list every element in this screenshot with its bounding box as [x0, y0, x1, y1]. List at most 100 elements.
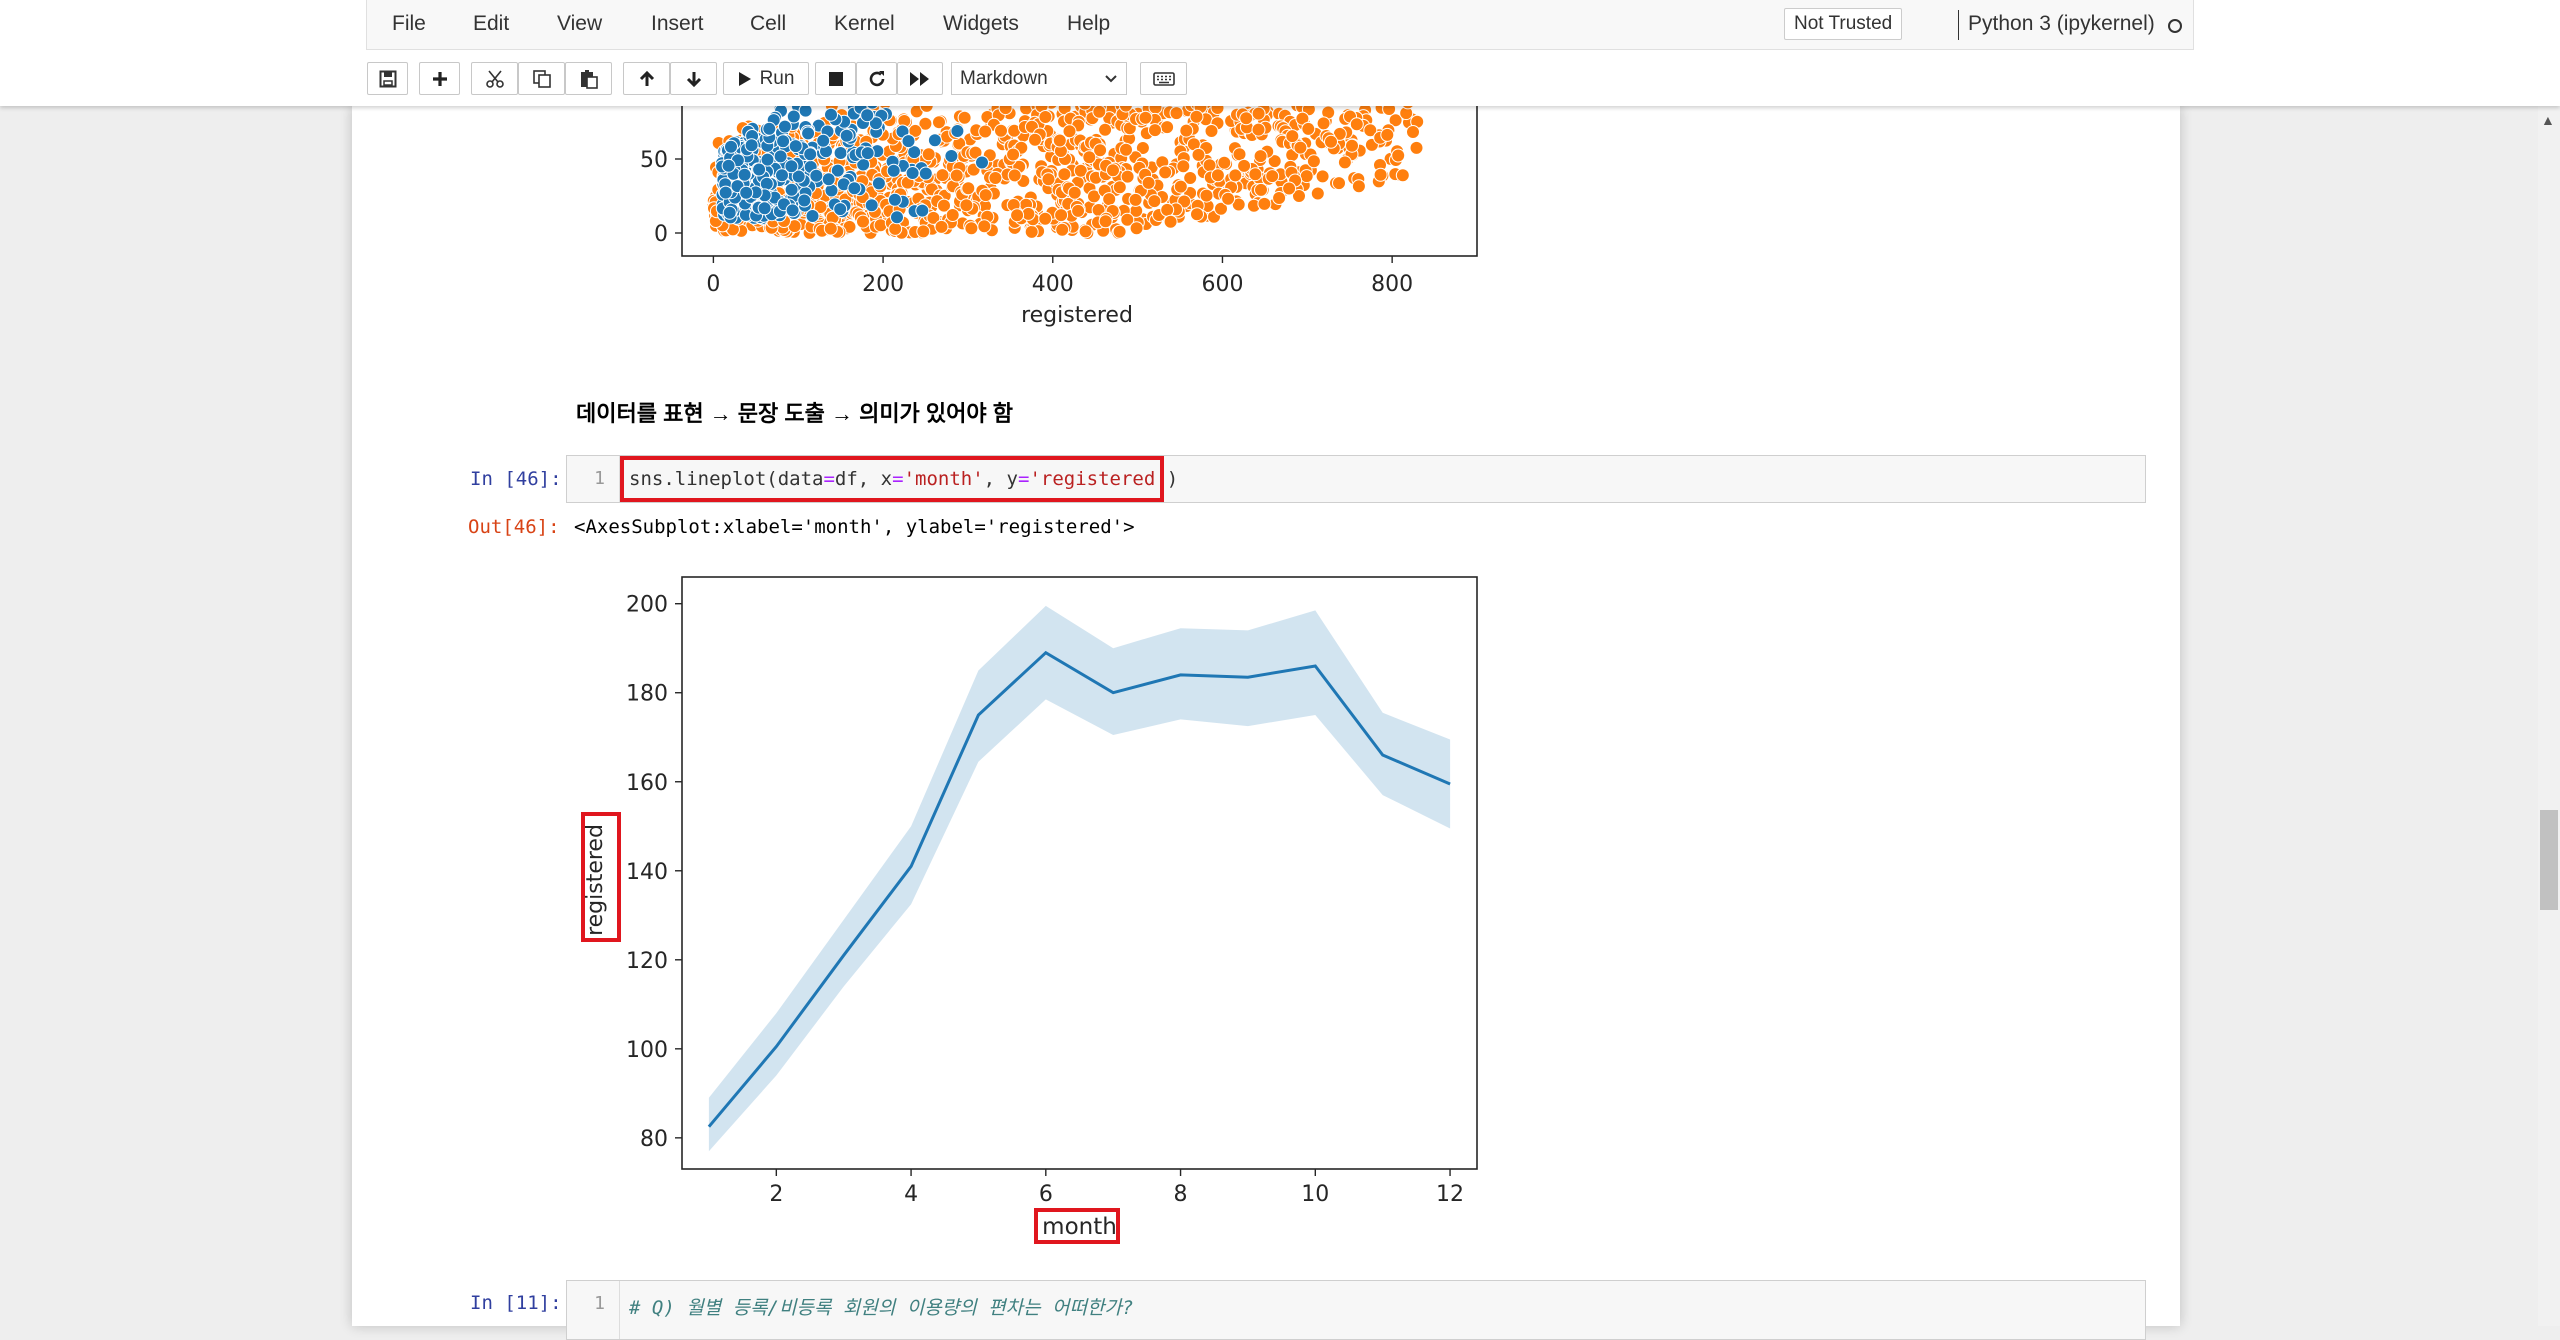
- scatter-point: [1191, 147, 1206, 162]
- scatter-point: [1148, 123, 1162, 138]
- scatter-point: [1163, 214, 1178, 229]
- scrollbar-thumb[interactable]: [2540, 810, 2558, 910]
- xlabel-highlight-box: [1034, 1208, 1120, 1244]
- scroll-up-icon[interactable]: ▲: [2541, 112, 2555, 128]
- scatter-point: [1231, 197, 1246, 212]
- scatter-point: [978, 188, 993, 203]
- scatter-point: [1098, 214, 1113, 229]
- scatter-point: [1179, 123, 1194, 138]
- scatter-point: [1204, 124, 1219, 138]
- scatter-point: [1071, 203, 1086, 218]
- scatter-point: [1292, 189, 1306, 203]
- scatter-point: [1006, 147, 1021, 162]
- scatter-point: [978, 124, 993, 139]
- move-up-button[interactable]: [623, 62, 670, 95]
- scatter-point: [977, 219, 992, 234]
- restart-run-all-button[interactable]: [897, 62, 943, 95]
- y-tick-label: 50: [640, 148, 668, 173]
- save-button[interactable]: [367, 62, 408, 95]
- scatter-point: [873, 218, 888, 233]
- scatter-point: [816, 133, 831, 148]
- scatter-point: [886, 163, 901, 178]
- y-tick-label: 80: [640, 1127, 668, 1152]
- scatter-point: [959, 198, 974, 213]
- scatter-point: [757, 201, 772, 216]
- menu-file[interactable]: File: [392, 12, 426, 35]
- x-tick-label: 400: [1032, 272, 1074, 297]
- line-gutter: 1: [567, 1281, 620, 1339]
- scatter-point: [860, 146, 875, 161]
- paste-button[interactable]: [565, 62, 612, 95]
- menu-cell[interactable]: Cell: [750, 12, 787, 35]
- scatter-point: [1119, 142, 1133, 157]
- scatter-point: [1173, 179, 1188, 194]
- run-icon: [738, 71, 751, 86]
- scatter-point: [752, 162, 767, 177]
- menu-help[interactable]: Help: [1067, 12, 1111, 35]
- interrupt-button[interactable]: [815, 62, 856, 95]
- code-input-area[interactable]: 1 # Q) 월별 등록/비등록 회원의 이용량의 편차는 어떠한가?: [566, 1280, 2146, 1340]
- x-tick-label: 2: [769, 1182, 783, 1207]
- scatter-point: [1401, 106, 1414, 110]
- scatter-point: [1106, 163, 1120, 178]
- scatter-point: [773, 149, 788, 164]
- scatter-point: [1237, 158, 1252, 173]
- copy-button[interactable]: [518, 62, 565, 95]
- scatter-point: [1409, 140, 1424, 155]
- scatter-point: [788, 139, 803, 154]
- add-cell-button[interactable]: [419, 62, 460, 95]
- scatter-point: [801, 126, 816, 141]
- scatter-point: [1055, 222, 1070, 237]
- move-down-button[interactable]: [670, 62, 717, 95]
- scatter-point: [1239, 111, 1254, 126]
- scatter-point: [1078, 224, 1093, 239]
- kernel-name[interactable]: Python 3 (ipykernel): [1968, 12, 2155, 35]
- x-tick-label: 6: [1039, 1182, 1053, 1207]
- scatter-point: [919, 106, 934, 113]
- notebook-container: [352, 106, 2180, 1326]
- markdown-text: 데이터를 표현 → 문장 도출 → 의미가 있어야 함: [576, 401, 1013, 426]
- scatter-point: [888, 221, 903, 236]
- code-highlight-box: [620, 456, 1164, 502]
- scatter-point: [944, 149, 959, 163]
- scatter-point: [1251, 122, 1266, 137]
- scatter-point: [1067, 185, 1082, 200]
- scatter-point: [1112, 224, 1127, 239]
- cell-type-select[interactable]: Markdown: [951, 62, 1127, 95]
- scrollbar[interactable]: [2538, 106, 2560, 1326]
- scatter-point: [1267, 154, 1282, 169]
- x-axis-label: month: [1042, 1214, 1117, 1240]
- ylabel-highlight-box: [581, 812, 621, 942]
- scatter-point: [1345, 138, 1359, 153]
- run-button[interactable]: Run: [723, 62, 809, 95]
- trust-indicator[interactable]: Not Trusted: [1784, 8, 1903, 40]
- scatter-point: [964, 221, 979, 236]
- x-tick-label: 8: [1174, 1182, 1188, 1207]
- scatter-point: [1221, 191, 1236, 206]
- scatter-point: [798, 106, 813, 118]
- scatter-point: [1315, 169, 1330, 184]
- scatter-point: [1351, 179, 1366, 194]
- scatter-point: [830, 163, 845, 178]
- menu-edit[interactable]: Edit: [473, 12, 510, 35]
- scatter-point: [935, 168, 950, 183]
- menu-kernel[interactable]: Kernel: [834, 12, 895, 35]
- scatter-point: [1160, 120, 1175, 135]
- scatter-point: [805, 209, 820, 223]
- command-palette-button[interactable]: [1140, 62, 1187, 95]
- notebook-header: File Edit View Insert Cell Kernel Widget…: [0, 0, 2560, 106]
- menu-view[interactable]: View: [557, 12, 603, 35]
- fast-forward-icon: [910, 71, 929, 86]
- scatter-point: [1010, 208, 1025, 223]
- menu-insert[interactable]: Insert: [651, 12, 704, 35]
- menu-widgets[interactable]: Widgets: [943, 12, 1019, 35]
- output-text: <AxesSubplot:xlabel='month', ylabel='reg…: [574, 516, 1135, 538]
- y-tick-label: 140: [626, 860, 668, 885]
- x-tick-label: 12: [1436, 1182, 1464, 1207]
- code-input-area[interactable]: 1 sns.lineplot(data=df, x='month', y='re…: [566, 455, 2146, 503]
- restart-button[interactable]: [856, 62, 897, 95]
- scatter-point: [901, 134, 916, 149]
- scatter-point: [1057, 167, 1072, 182]
- cut-button[interactable]: [471, 62, 518, 95]
- scatter-point: [937, 198, 951, 213]
